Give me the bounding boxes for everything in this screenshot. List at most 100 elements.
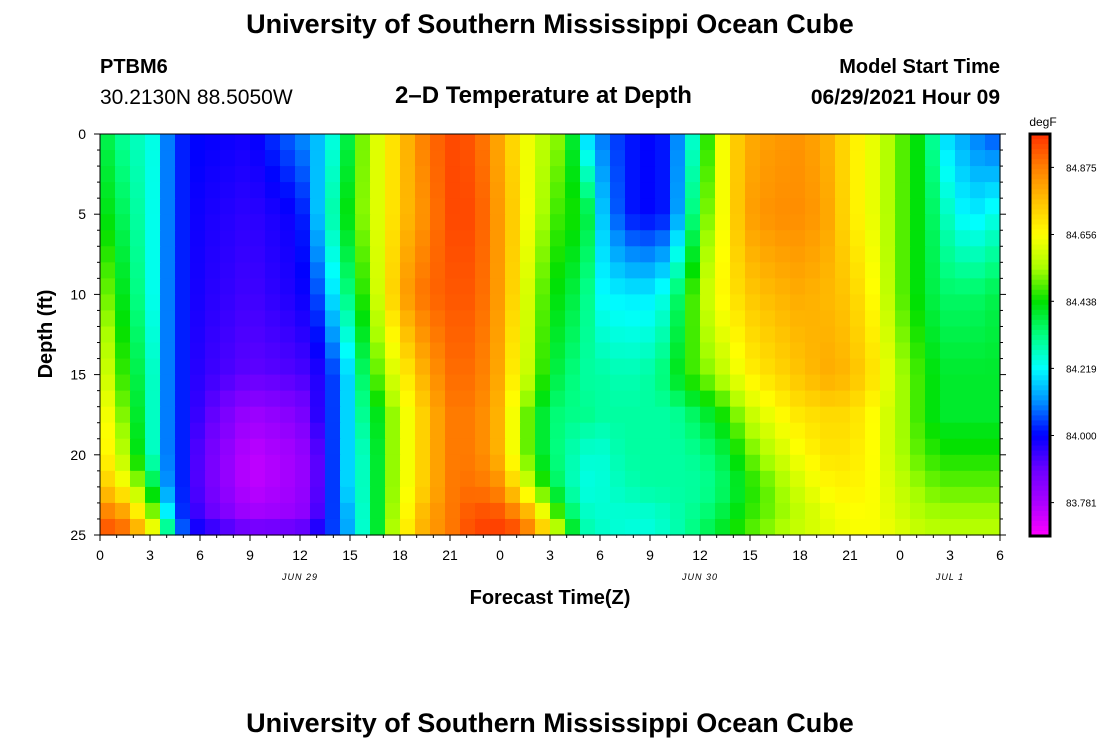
heatmap-cell — [925, 278, 941, 295]
heatmap-cell — [460, 326, 476, 344]
heatmap-cell — [340, 342, 356, 360]
heatmap-cell — [820, 150, 836, 167]
heatmap-cell — [520, 406, 536, 424]
heatmap-cell — [145, 390, 161, 408]
heatmap-cell — [895, 374, 911, 392]
heatmap-cell — [415, 182, 431, 199]
heatmap-cell — [160, 294, 176, 312]
heatmap-cell — [955, 278, 971, 295]
heatmap-cell — [565, 198, 581, 215]
heatmap-cell — [835, 502, 851, 520]
heatmap-cell — [490, 390, 506, 408]
heatmap-cell — [370, 134, 386, 151]
heatmap-cell — [880, 438, 896, 456]
heatmap-cell — [910, 470, 926, 488]
heatmap-cell — [775, 342, 791, 360]
heatmap-cell — [205, 166, 221, 183]
heatmap-cell — [745, 342, 761, 360]
heatmap-cell — [925, 150, 941, 167]
heatmap-cell — [475, 358, 491, 376]
heatmap-cell — [850, 134, 866, 151]
heatmap-cell — [865, 198, 881, 215]
heatmap-cell — [130, 166, 146, 183]
heatmap-cell — [955, 358, 971, 376]
heatmap-cell — [310, 406, 326, 424]
heatmap-cell — [130, 438, 146, 456]
heatmap-cell — [160, 502, 176, 520]
heatmap-cell — [400, 342, 416, 360]
heatmap-cell — [700, 166, 716, 183]
heatmap-cell — [910, 150, 926, 167]
heatmap-cell — [535, 294, 551, 312]
heatmap-cell — [400, 438, 416, 456]
heatmap-cell — [970, 518, 986, 536]
heatmap-cell — [610, 342, 626, 360]
heatmap-cell — [625, 454, 641, 472]
heatmap-cell — [655, 342, 671, 360]
heatmap-cell — [640, 198, 656, 215]
heatmap-cell — [610, 486, 626, 504]
heatmap-cell — [820, 134, 836, 151]
colorbar-tick-label: 84.875 — [1066, 163, 1097, 174]
heatmap-cell — [610, 454, 626, 472]
heatmap-cell — [370, 326, 386, 344]
heatmap-cell — [730, 326, 746, 344]
heatmap-cell — [250, 374, 266, 392]
heatmap-cell — [340, 310, 356, 328]
heatmap-cell — [505, 518, 521, 536]
colorbar-segment — [1030, 365, 1050, 371]
heatmap-cell — [850, 262, 866, 279]
colorbar-segment — [1030, 239, 1050, 246]
heatmap-cell — [745, 246, 761, 263]
heatmap-cell — [340, 326, 356, 344]
heatmap-cell — [700, 470, 716, 488]
heatmap-cell — [760, 294, 776, 312]
heatmap-cell — [460, 278, 476, 295]
heatmap-cell — [415, 134, 431, 151]
heatmap-cell — [475, 438, 491, 456]
heatmap-cell — [475, 454, 491, 472]
heatmap-cell — [400, 278, 416, 295]
heatmap-cell — [370, 486, 386, 504]
heatmap-cell — [565, 358, 581, 376]
heatmap-cell — [685, 166, 701, 183]
heatmap-cell — [280, 246, 296, 263]
heatmap-cell — [370, 342, 386, 360]
heatmap-cell — [565, 342, 581, 360]
heatmap-cell — [220, 374, 236, 392]
heatmap-cell — [265, 230, 281, 247]
heatmap-cell — [280, 342, 296, 360]
heatmap-cell — [880, 326, 896, 344]
heatmap-cell — [535, 342, 551, 360]
heatmap-cell — [790, 214, 806, 231]
heatmap-cell — [190, 358, 206, 376]
heatmap-cell — [775, 470, 791, 488]
heatmap-cell — [730, 246, 746, 263]
heatmap-cell — [880, 198, 896, 215]
heatmap-cell — [250, 454, 266, 472]
colorbar-segment — [1030, 289, 1050, 296]
heatmap-cell — [940, 422, 956, 440]
heatmap-cell — [850, 198, 866, 215]
heatmap-cell — [865, 518, 881, 536]
heatmap-cell — [235, 310, 251, 328]
heatmap-cell — [685, 230, 701, 247]
heatmap-cell — [520, 422, 536, 440]
heatmap-cell — [745, 374, 761, 392]
heatmap-cell — [220, 326, 236, 344]
heatmap-cell — [295, 150, 311, 167]
heatmap-cell — [325, 406, 341, 424]
heatmap-cell — [715, 198, 731, 215]
heatmap-cell — [400, 406, 416, 424]
heatmap-cell — [415, 438, 431, 456]
heatmap-cell — [130, 214, 146, 231]
heatmap-cell — [310, 294, 326, 312]
heatmap-cell — [550, 294, 566, 312]
heatmap-cell — [115, 294, 131, 312]
heatmap-cell — [970, 486, 986, 504]
heatmap-cell — [235, 246, 251, 263]
heatmap-cell — [310, 134, 326, 151]
heatmap-cell — [475, 470, 491, 488]
heatmap-cell — [805, 150, 821, 167]
heatmap-cell — [985, 134, 1001, 151]
